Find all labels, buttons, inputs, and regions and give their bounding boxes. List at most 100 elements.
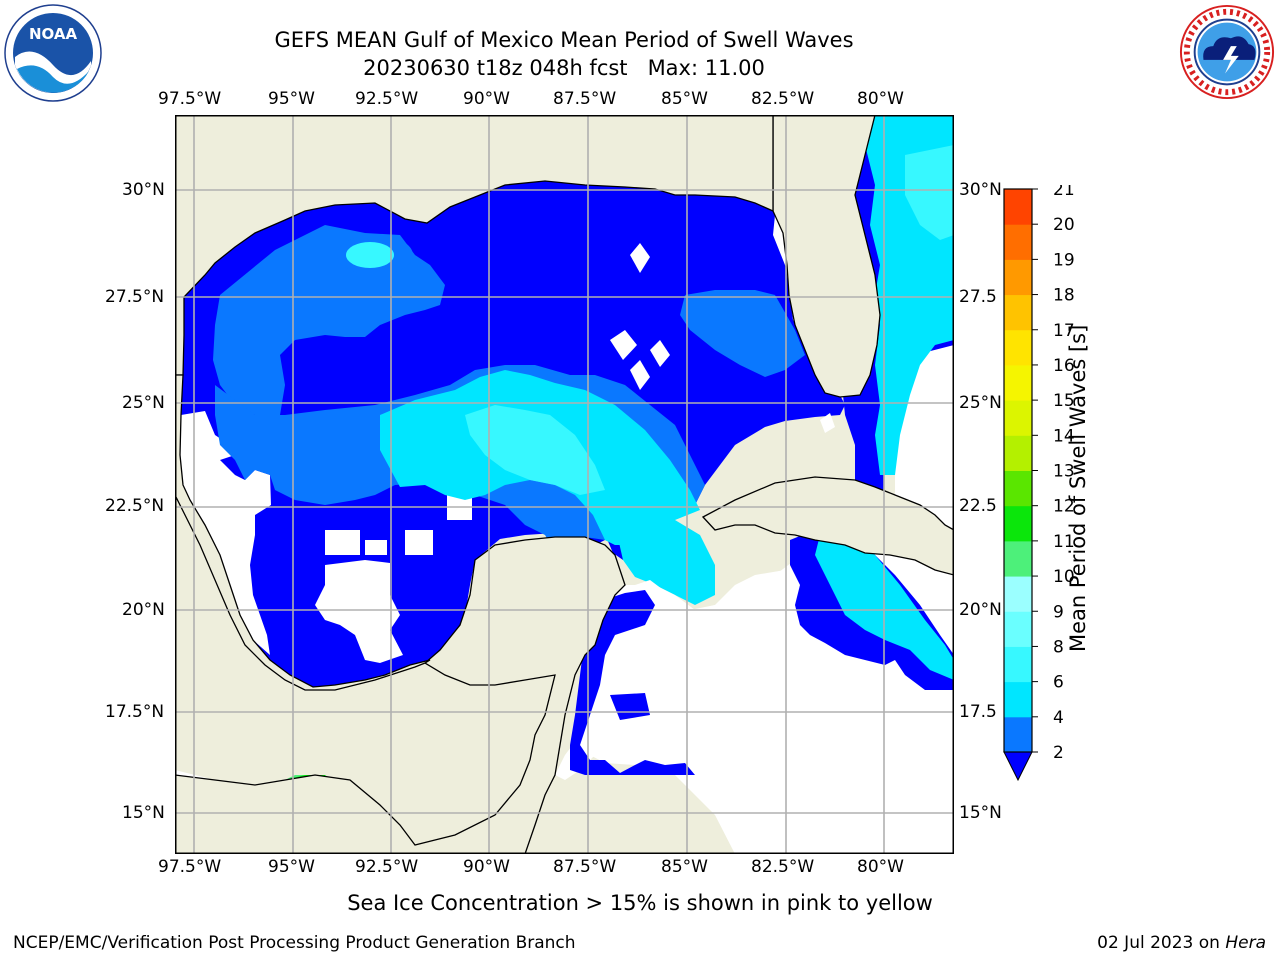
lon-label-bottom: 82.5°W <box>751 857 815 877</box>
land-north-coast <box>175 115 774 376</box>
lon-label-top: 90°W <box>463 89 510 109</box>
swell-period-zone-4-6s-inner <box>465 405 605 495</box>
atlantic-swell-light-cyan <box>905 145 954 240</box>
lon-label-top: 82.5°W <box>751 89 815 109</box>
footer-organization: NCEP/EMC/Verification Post Processing Pr… <box>13 933 576 953</box>
colorbar-tick-label: 8 <box>1053 637 1064 657</box>
colorbar-band <box>1004 576 1032 612</box>
no-data-hole-3 <box>650 340 670 367</box>
lon-label-bottom: 80°W <box>857 857 904 877</box>
colorbar-band <box>1004 329 1032 366</box>
no-data-patch-2 <box>405 530 433 555</box>
lat-label-left: 15°N <box>122 803 165 823</box>
lon-label-top: 95°W <box>268 89 315 109</box>
colorbar-band <box>1004 259 1032 296</box>
lat-label-left: 17.5°N <box>105 702 165 722</box>
colorbar-band <box>1004 470 1032 507</box>
colorbar-band <box>1004 681 1032 718</box>
lat-label-left: 20°N <box>122 600 165 620</box>
colorbar-band <box>1004 611 1032 647</box>
sea-ice-note-wrapper: Sea Ice Concentration > 15% is shown in … <box>0 891 1280 915</box>
colorbar-tick-label: 14 <box>1053 426 1075 446</box>
colorbar-tick-label: 4 <box>1053 708 1064 728</box>
footer-date: 02 Jul 2023 on Hera <box>1097 933 1266 953</box>
colorbar-tick-label: 9 <box>1053 602 1064 622</box>
swell-period-zone-4-6s-yucatan-channel <box>615 520 715 605</box>
colorbar-tick-label: 12 <box>1053 497 1075 517</box>
no-data-hole-2 <box>610 330 637 360</box>
yucatan-blue-patch <box>610 693 650 720</box>
national-weather-service-logo-icon <box>1179 4 1275 100</box>
colorbar-tick-label: 16 <box>1053 356 1075 376</box>
colorbar-tick-label: 15 <box>1053 391 1075 411</box>
lon-label-top: 87.5°W <box>553 89 617 109</box>
gulf-of-mexico-map <box>175 115 954 854</box>
lat-label-right: 30°N <box>959 180 1002 200</box>
colorbar-tick-label: 11 <box>1053 532 1075 552</box>
colorbar-tick-label: 17 <box>1053 321 1075 341</box>
no-data-west <box>180 411 271 655</box>
colorbar-tick-label: 21 <box>1053 185 1075 200</box>
swell-period-zone-6-8s-north-blob <box>346 242 394 268</box>
lon-label-top: 80°W <box>857 89 904 109</box>
swell-period-zone-2-4s-east <box>680 290 805 377</box>
lat-label-right: 20°N <box>959 600 1002 620</box>
colorbar-tick-label: 10 <box>1053 567 1075 587</box>
colorbar-tick-label: 13 <box>1053 462 1075 482</box>
lon-label-top: 92.5°W <box>355 89 419 109</box>
footer-date-text: 02 Jul 2023 on <box>1097 933 1226 953</box>
no-data-hole-5 <box>820 413 835 433</box>
colorbar-under-triangle <box>1003 751 1033 782</box>
colorbar-tick-label: 20 <box>1053 215 1075 235</box>
colorbar-tick-label: 2 <box>1053 743 1064 763</box>
land-florida <box>772 115 881 398</box>
colorbar-tick-label: 19 <box>1053 250 1075 270</box>
lon-label-bottom: 90°W <box>463 857 510 877</box>
land-cuba <box>701 476 954 576</box>
lat-label-right: 17.5 <box>959 702 997 722</box>
no-data-patch-4 <box>365 540 387 555</box>
lat-label-right: 27.5 <box>959 287 997 307</box>
lon-label-bottom: 95°W <box>268 857 315 877</box>
lat-label-right: 22.5 <box>959 496 997 516</box>
no-data-hole-4 <box>630 360 650 390</box>
map-subtitle-forecast: 20230630 t18z 048h fcst Max: 11.00 <box>363 56 765 80</box>
footer-machine: Hera <box>1225 933 1266 953</box>
colorbar-bands <box>1004 189 1032 753</box>
map-title: GEFS MEAN Gulf of Mexico Mean Period of … <box>274 28 854 52</box>
colorbar-tick-label: 18 <box>1053 286 1075 306</box>
lon-label-bottom: 87.5°W <box>553 857 617 877</box>
no-data-patch-1 <box>325 530 360 555</box>
sea-ice-note: Sea Ice Concentration > 15% is shown in … <box>347 891 933 915</box>
colorbar-band <box>1004 505 1032 542</box>
caribbean-swell-blue <box>570 590 695 775</box>
land-mexico-west <box>175 374 431 691</box>
lon-label-top: 85°W <box>661 89 708 109</box>
colorbar-tick-label: 6 <box>1053 673 1064 693</box>
colorbar-band <box>1004 716 1032 753</box>
no-data-campeche <box>315 560 403 663</box>
lat-label-left: 22.5°N <box>105 496 165 516</box>
colorbar-band <box>1004 646 1032 683</box>
lon-label-bottom: 97.5°W <box>158 857 222 877</box>
colorbar-band <box>1004 364 1032 401</box>
lon-label-bottom: 85°W <box>661 857 708 877</box>
colorbar-ticks: 2 4 6 8 9 10 11 12 13 14 15 16 17 18 19 20 21 <box>1032 185 1075 763</box>
colorbar-band <box>1004 435 1032 471</box>
colorbar-band <box>1004 224 1032 260</box>
lon-label-bottom: 92.5°W <box>355 857 419 877</box>
colorbar-band <box>1004 189 1032 225</box>
lat-label-right: 25°N <box>959 393 1002 413</box>
no-data-hole-1 <box>630 243 650 273</box>
lat-label-right: 15°N <box>959 803 1002 823</box>
map-frame <box>175 115 954 854</box>
map-graticule <box>175 115 954 854</box>
noaa-logo-text: NOAA <box>29 25 78 43</box>
lat-label-left: 30°N <box>122 180 165 200</box>
land-yucatan-peninsula <box>175 536 626 854</box>
lon-label-top: 97.5°W <box>158 89 222 109</box>
colorbar: 2 4 6 8 9 10 11 12 13 14 15 16 17 18 19 20 21 <box>1003 185 1075 782</box>
colorbar-band <box>1004 294 1032 331</box>
noaa-logo-icon: NOAA <box>4 4 102 102</box>
lat-label-left: 27.5°N <box>105 287 165 307</box>
